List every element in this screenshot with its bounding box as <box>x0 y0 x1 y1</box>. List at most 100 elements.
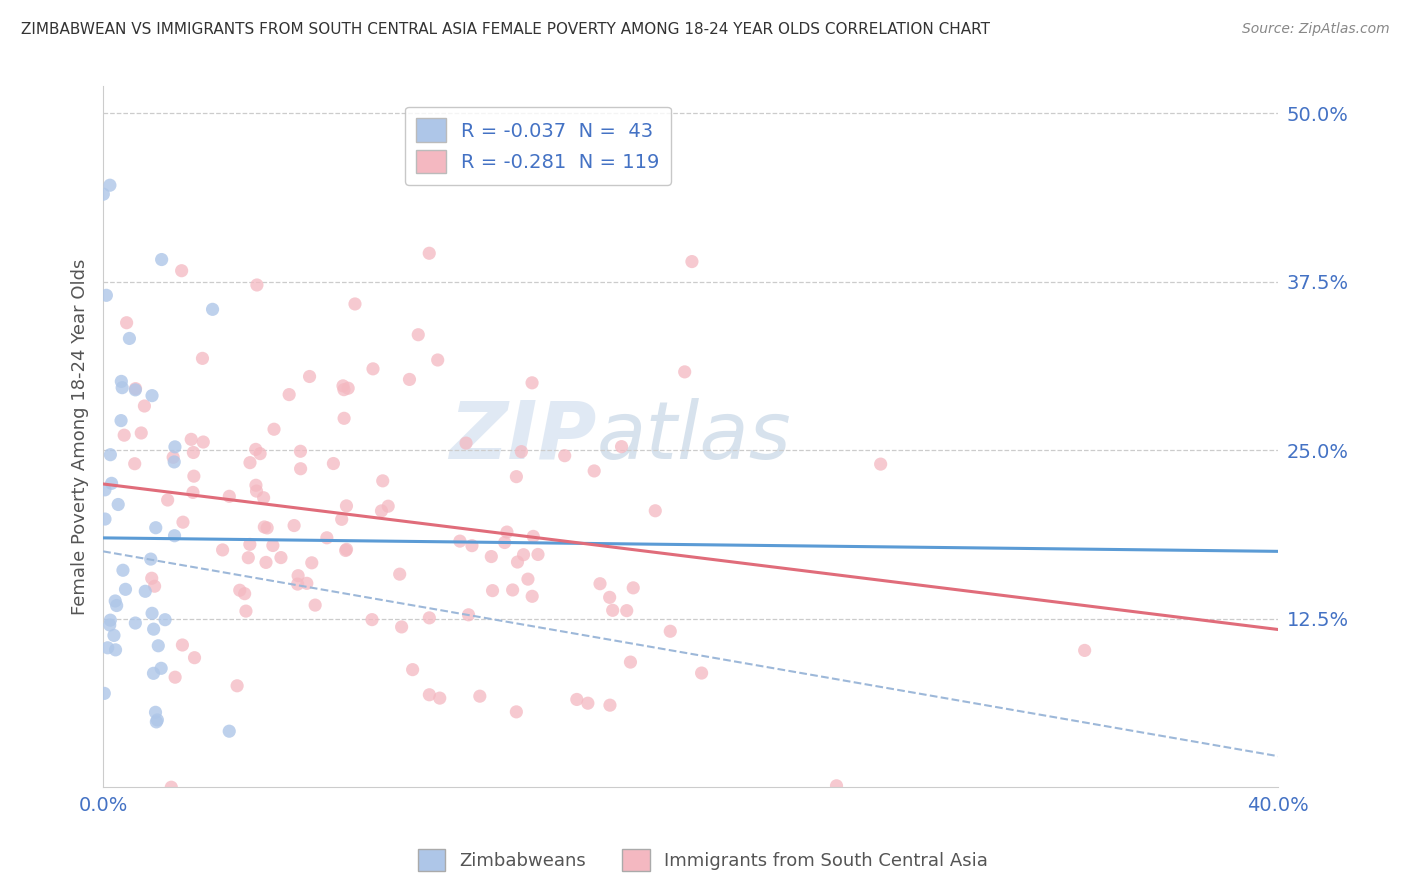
Point <box>494 535 516 549</box>
Point <box>505 705 527 719</box>
Point <box>554 449 576 463</box>
Point <box>377 499 399 513</box>
Point <box>239 537 262 551</box>
Point <box>134 399 156 413</box>
Point <box>298 369 321 384</box>
Point <box>104 643 127 657</box>
Point <box>163 455 186 469</box>
Point <box>505 469 527 483</box>
Point <box>343 297 366 311</box>
Point <box>245 442 267 457</box>
Point <box>502 582 524 597</box>
Point <box>825 779 848 793</box>
Point <box>565 692 588 706</box>
Point <box>278 387 301 401</box>
Point <box>516 572 538 586</box>
Point <box>589 576 612 591</box>
Point <box>253 520 276 534</box>
Point <box>246 277 269 292</box>
Point <box>287 577 309 591</box>
Point <box>145 706 167 720</box>
Point <box>162 450 184 465</box>
Point <box>107 498 129 512</box>
Point <box>263 422 285 436</box>
Point <box>124 615 146 630</box>
Text: ZIP: ZIP <box>450 398 596 475</box>
Point <box>418 688 440 702</box>
Point <box>527 548 550 562</box>
Point <box>124 457 146 471</box>
Point <box>239 456 262 470</box>
Point <box>226 679 249 693</box>
Point <box>94 512 117 526</box>
Point <box>183 469 205 483</box>
Point <box>332 379 354 393</box>
Point <box>150 661 173 675</box>
Point <box>100 476 122 491</box>
Point <box>337 381 360 395</box>
Point <box>290 444 312 458</box>
Point <box>659 624 682 639</box>
Point <box>124 382 146 396</box>
Point <box>510 444 533 458</box>
Point <box>602 603 624 617</box>
Point <box>110 375 132 389</box>
Point <box>172 515 194 529</box>
Point <box>98 618 121 632</box>
Point <box>97 640 120 655</box>
Point <box>388 567 411 582</box>
Text: atlas: atlas <box>596 398 792 475</box>
Point <box>139 552 162 566</box>
Point <box>370 504 392 518</box>
Point <box>235 604 257 618</box>
Point <box>457 607 479 622</box>
Point <box>576 696 599 710</box>
Point <box>183 650 205 665</box>
Point <box>869 457 891 471</box>
Text: Source: ZipAtlas.com: Source: ZipAtlas.com <box>1241 22 1389 37</box>
Legend: R = -0.037  N =  43, R = -0.281  N = 119: R = -0.037 N = 43, R = -0.281 N = 119 <box>405 107 671 186</box>
Point <box>619 655 641 669</box>
Point <box>180 433 202 447</box>
Point <box>335 499 357 513</box>
Point <box>333 411 356 425</box>
Point <box>315 531 337 545</box>
Point <box>110 414 132 428</box>
Point <box>361 613 384 627</box>
Point <box>201 302 224 317</box>
Point <box>418 611 440 625</box>
Point <box>103 628 125 642</box>
Point <box>218 724 240 739</box>
Point <box>245 478 267 492</box>
Point <box>599 591 621 605</box>
Point <box>148 639 170 653</box>
Point <box>163 440 186 454</box>
Point <box>449 534 471 549</box>
Point <box>163 529 186 543</box>
Point <box>295 576 318 591</box>
Point <box>98 448 121 462</box>
Point <box>249 447 271 461</box>
Point <box>290 461 312 475</box>
Point <box>583 464 606 478</box>
Point <box>690 666 713 681</box>
Point <box>245 484 267 499</box>
Point <box>616 604 638 618</box>
Point <box>262 539 284 553</box>
Point <box>160 780 183 795</box>
Point <box>681 254 703 268</box>
Point <box>141 607 163 621</box>
Point <box>512 548 534 562</box>
Point <box>141 571 163 585</box>
Point <box>429 691 451 706</box>
Point <box>153 613 176 627</box>
Point <box>211 543 233 558</box>
Point <box>401 663 423 677</box>
Point <box>145 714 167 729</box>
Point <box>124 383 146 397</box>
Point <box>599 698 621 713</box>
Point <box>454 436 477 450</box>
Point <box>118 331 141 345</box>
Point <box>335 543 357 558</box>
Point <box>142 622 165 636</box>
